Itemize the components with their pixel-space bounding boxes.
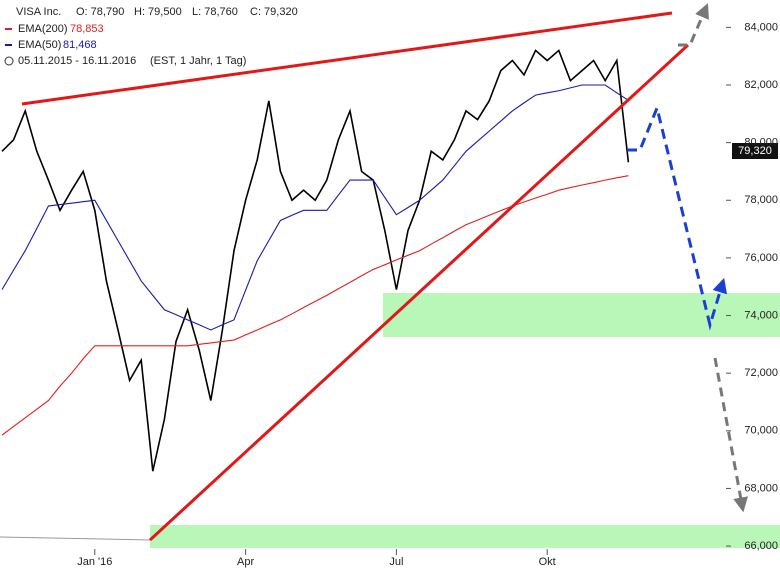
forecast-arrow xyxy=(678,3,709,47)
y-tick-label: 82,000 xyxy=(744,79,778,91)
y-tick-label: 76,000 xyxy=(744,252,778,264)
price-label: 79,320 xyxy=(738,145,772,157)
ohlc: O: 78,790 xyxy=(76,6,124,18)
base-line xyxy=(0,536,151,541)
legend-value: 78,853 xyxy=(70,23,104,35)
ohlc: H: 79,500 xyxy=(134,6,182,18)
ohlc: L: 78,760 xyxy=(192,6,238,18)
support-trend-line xyxy=(148,43,690,542)
symbol: VISA Inc. xyxy=(16,6,61,18)
support-zone xyxy=(383,293,780,337)
x-tick-label: Jul xyxy=(389,556,403,568)
series-line xyxy=(1,175,629,436)
x-tick-label: Jan '16 xyxy=(77,556,112,568)
legend-label: EMA(50) xyxy=(18,39,61,51)
y-tick-label: 66,000 xyxy=(744,540,778,552)
x-tick-label: Okt xyxy=(539,556,556,568)
y-tick-label: 68,000 xyxy=(744,482,778,494)
forecast-arrow xyxy=(627,103,728,331)
range-info: (EST, 1 Jahr, 1 Tag) xyxy=(150,55,246,67)
legend-label: EMA(200) xyxy=(18,23,68,35)
support-zone xyxy=(150,525,780,548)
ohlc: C: 79,320 xyxy=(250,6,298,18)
y-tick-label: 80,000 xyxy=(744,137,778,149)
y-tick-label: 72,000 xyxy=(744,367,778,379)
legend-value: 81,468 xyxy=(63,39,97,51)
date-range: 05.11.2015 - 16.11.2016 xyxy=(18,55,136,67)
resistance-line xyxy=(21,11,673,106)
price-box xyxy=(732,143,778,159)
series-line xyxy=(1,49,630,472)
y-tick-label: 84,000 xyxy=(744,21,778,33)
y-tick-label: 74,000 xyxy=(744,309,778,321)
legend: VISA Inc. O: 78,790 H: 79,500 L: 78,760 … xyxy=(4,6,298,67)
x-tick-label: Apr xyxy=(237,556,254,568)
y-tick-label: 78,000 xyxy=(744,194,778,206)
clock-icon xyxy=(4,56,14,66)
series-line xyxy=(1,84,629,331)
forecast-arrow xyxy=(713,357,749,513)
y-tick-label: 70,000 xyxy=(744,425,778,437)
